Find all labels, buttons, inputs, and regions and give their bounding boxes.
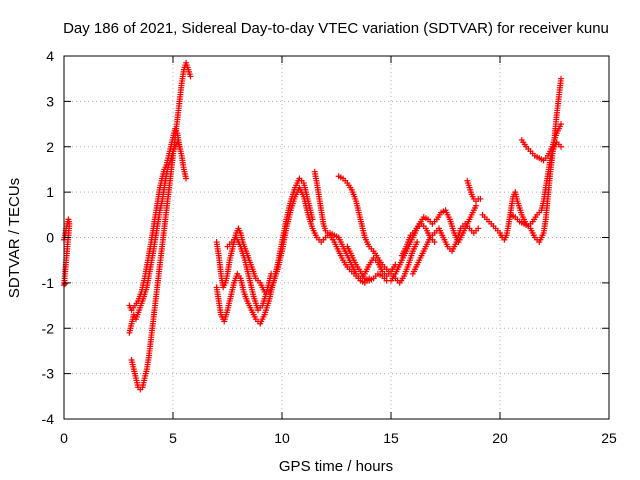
data-point xyxy=(183,175,190,182)
data-point xyxy=(268,270,275,277)
y-tick-label: -1 xyxy=(42,275,55,291)
data-point xyxy=(414,239,421,246)
data-point xyxy=(475,225,482,232)
x-tick-label: 15 xyxy=(383,430,399,446)
y-tick-label: 0 xyxy=(46,230,54,246)
y-tick-label: -3 xyxy=(42,366,55,382)
data-point xyxy=(558,143,565,150)
data-point xyxy=(176,143,183,150)
y-tick-label: -2 xyxy=(42,320,55,336)
data-point xyxy=(187,73,194,80)
y-tick-label: 1 xyxy=(46,184,54,200)
x-tick-label: 10 xyxy=(274,430,290,446)
data-points xyxy=(61,59,565,393)
chart-title: Day 186 of 2021, Sidereal Day-to-day VTE… xyxy=(63,20,609,37)
x-tick-label: 25 xyxy=(601,430,617,446)
y-tick-label: 3 xyxy=(46,93,54,109)
x-axis-label: GPS time / hours xyxy=(279,458,393,475)
x-tick-label: 5 xyxy=(169,430,177,446)
data-point xyxy=(431,239,438,246)
x-tick-label: 20 xyxy=(492,430,508,446)
data-point xyxy=(309,216,316,223)
data-point xyxy=(558,121,565,128)
axis-ticks: 0 5 10 15 20 25 -4 -3 -2 -1 0 1 2 3 4 xyxy=(42,48,617,446)
y-tick-label: 4 xyxy=(46,48,54,64)
y-tick-label: 2 xyxy=(46,139,54,155)
data-point xyxy=(477,195,484,202)
data-point xyxy=(62,280,69,287)
y-axis-label: SDTVAR / TECUs xyxy=(6,178,23,298)
data-point xyxy=(558,75,565,82)
y-tick-label: -4 xyxy=(42,411,55,427)
x-tick-label: 0 xyxy=(60,430,68,446)
